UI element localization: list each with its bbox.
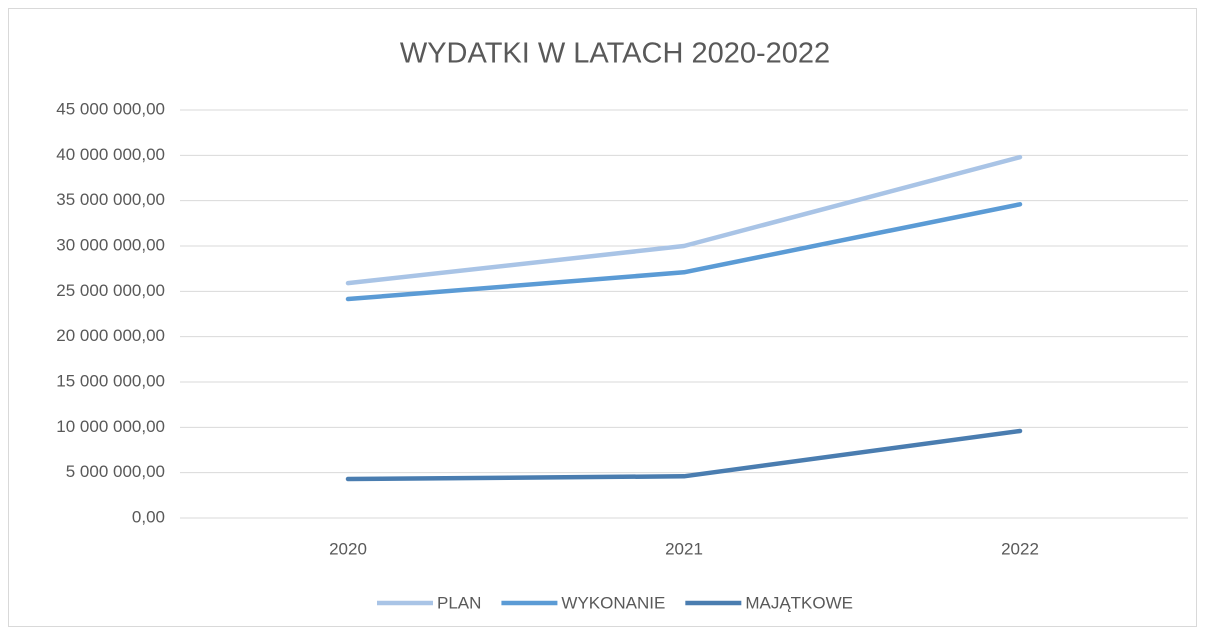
y-tick-label: 0,00 <box>132 507 165 526</box>
y-tick-label: 35 000 000,00 <box>56 190 165 209</box>
y-tick-label: 25 000 000,00 <box>56 281 165 300</box>
x-tick-label: 2022 <box>1001 539 1039 558</box>
series-line <box>345 428 1023 482</box>
legend-label: WYKONANIE <box>561 593 665 612</box>
chart-border <box>8 8 1197 627</box>
series-line <box>345 202 1023 302</box>
y-tick-label: 30 000 000,00 <box>56 235 165 254</box>
y-tick-label: 10 000 000,00 <box>56 417 165 436</box>
y-tick-label: 45 000 000,00 <box>56 99 165 118</box>
y-tick-label: 20 000 000,00 <box>56 326 165 345</box>
legend-label: PLAN <box>437 593 481 612</box>
chart-title: WYDATKI W LATACH 2020-2022 <box>400 38 830 70</box>
series-line <box>345 154 1023 286</box>
y-tick-label: 15 000 000,00 <box>56 371 165 390</box>
x-tick-label: 2020 <box>329 539 367 558</box>
y-tick-label: 5 000 000,00 <box>66 462 165 481</box>
x-tick-label: 2021 <box>665 539 703 558</box>
legend-label: MAJĄTKOWE <box>745 593 853 612</box>
y-tick-label: 40 000 000,00 <box>56 145 165 164</box>
